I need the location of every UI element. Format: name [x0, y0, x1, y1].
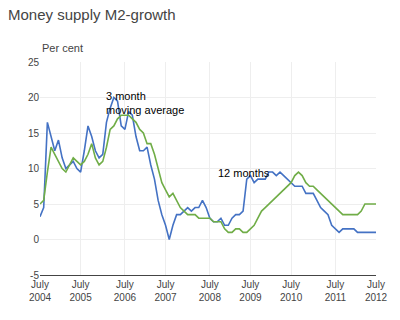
svg-text:July2007: July2007 — [154, 279, 177, 303]
svg-text:-5: -5 — [30, 270, 39, 281]
svg-text:15: 15 — [28, 128, 40, 139]
svg-text:0: 0 — [33, 234, 39, 245]
svg-text:25: 25 — [28, 57, 40, 68]
svg-text:10: 10 — [28, 163, 40, 174]
svg-text:July2004: July2004 — [29, 279, 52, 303]
svg-text:July2008: July2008 — [199, 279, 222, 303]
svg-text:July2011: July2011 — [325, 279, 347, 303]
svg-text:12 months: 12 months — [218, 167, 270, 179]
svg-text:July2006: July2006 — [114, 279, 137, 303]
svg-text:July2012: July2012 — [365, 279, 388, 303]
svg-text:July2005: July2005 — [69, 279, 92, 303]
svg-text:3 monthmoving average: 3 monthmoving average — [106, 90, 184, 116]
svg-text:20: 20 — [28, 92, 40, 103]
svg-text:5: 5 — [33, 199, 39, 210]
svg-text:July2010: July2010 — [280, 279, 303, 303]
svg-text:Per cent: Per cent — [42, 42, 83, 54]
svg-text:July2009: July2009 — [239, 279, 262, 303]
svg-text:Money supply M2-growth: Money supply M2-growth — [8, 6, 176, 23]
